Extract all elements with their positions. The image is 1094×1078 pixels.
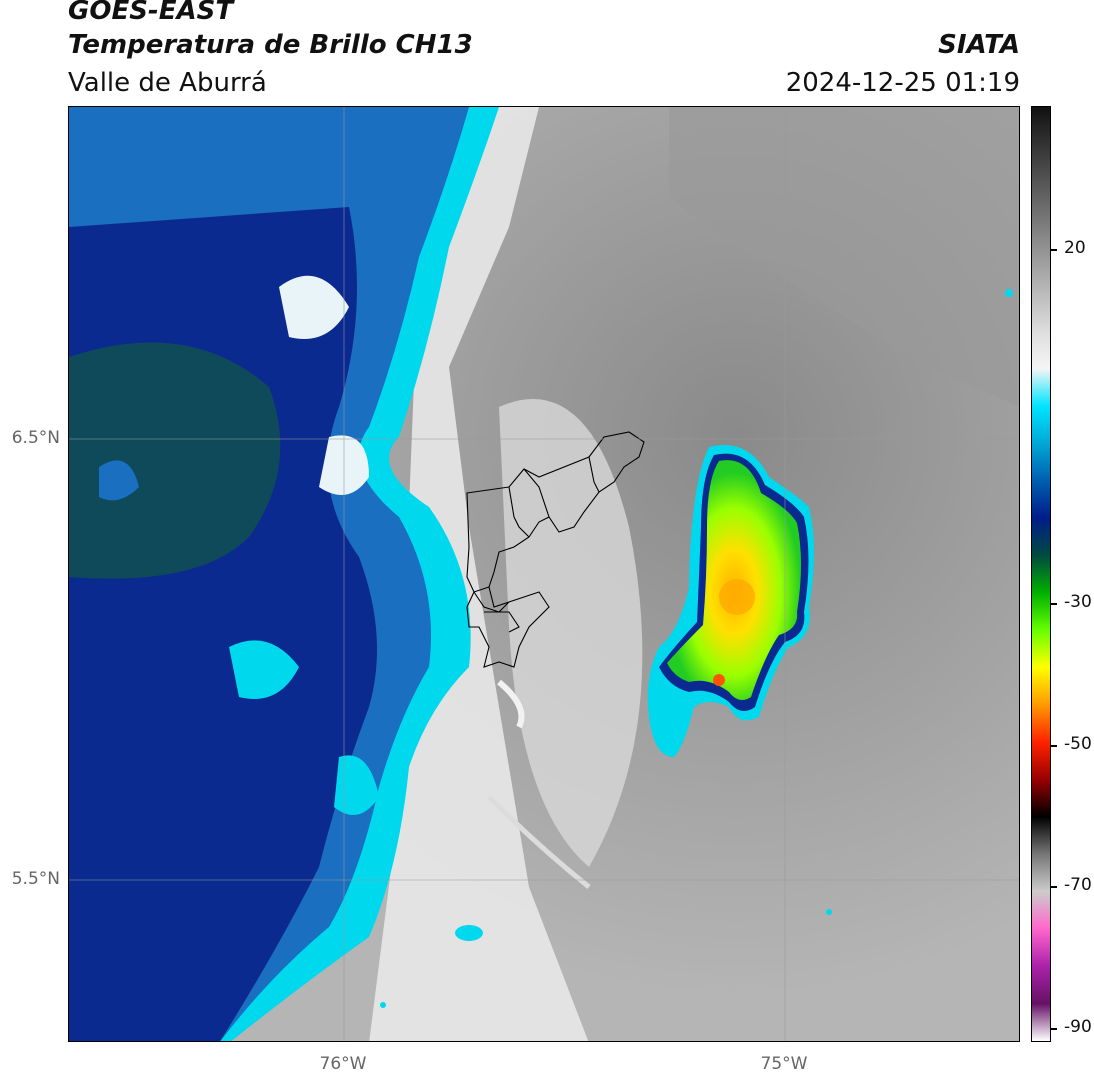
map-panel xyxy=(68,106,1020,1042)
cold-speck xyxy=(826,909,832,915)
colorbar-tick xyxy=(1051,745,1057,747)
product-title: Temperatura de Brillo CH13 xyxy=(68,30,473,60)
cloud-hole-4 xyxy=(229,640,299,699)
satellite-title: GOES-EAST xyxy=(68,0,234,26)
brightness-temperature-map xyxy=(69,107,1019,1041)
cold-speck xyxy=(455,925,483,941)
colorbar-label-minus70: -70 xyxy=(1064,875,1092,895)
cold-speck xyxy=(345,927,357,947)
cloud-hole-5 xyxy=(334,755,379,815)
lon-label-76w: 76°W xyxy=(319,1054,367,1074)
cold-speck xyxy=(366,888,372,894)
cold-speck xyxy=(1005,289,1013,297)
valley-streak xyxy=(497,679,525,729)
lon-label-75w: 75°W xyxy=(760,1054,808,1074)
cold-speck xyxy=(380,1002,386,1008)
temperature-colorbar xyxy=(1031,106,1051,1042)
river-streak xyxy=(487,795,591,889)
lat-label-5-5: 5.5°N xyxy=(11,869,60,889)
cell-hotspot xyxy=(713,674,725,686)
colorbar-label-minus30: -30 xyxy=(1064,592,1092,612)
lat-label-6-5: 6.5°N xyxy=(11,428,60,448)
colorbar-tick xyxy=(1051,1028,1057,1030)
colorbar-tick xyxy=(1051,603,1057,605)
cell-orange-core xyxy=(719,579,755,615)
colorbar-label-20: 20 xyxy=(1064,238,1086,258)
region-label: Valle de Aburrá xyxy=(68,68,267,98)
graticule xyxy=(69,107,1019,1041)
light-gray-patch xyxy=(499,399,643,867)
cloud-hole-2 xyxy=(279,275,349,339)
mid-gray-patch xyxy=(669,107,1019,407)
valle-de-aburra-boundaries xyxy=(466,431,645,668)
cloud-hole-1 xyxy=(99,460,139,501)
organization-label: SIATA xyxy=(938,30,1020,60)
colorbar-tick xyxy=(1051,249,1057,251)
cloud-band-core xyxy=(69,342,281,579)
colorbar-label-minus90: -90 xyxy=(1064,1017,1092,1037)
colorbar-label-minus50: -50 xyxy=(1064,734,1092,754)
datetime-label: 2024-12-25 01:19 xyxy=(785,68,1020,98)
colorbar-tick xyxy=(1051,886,1057,888)
